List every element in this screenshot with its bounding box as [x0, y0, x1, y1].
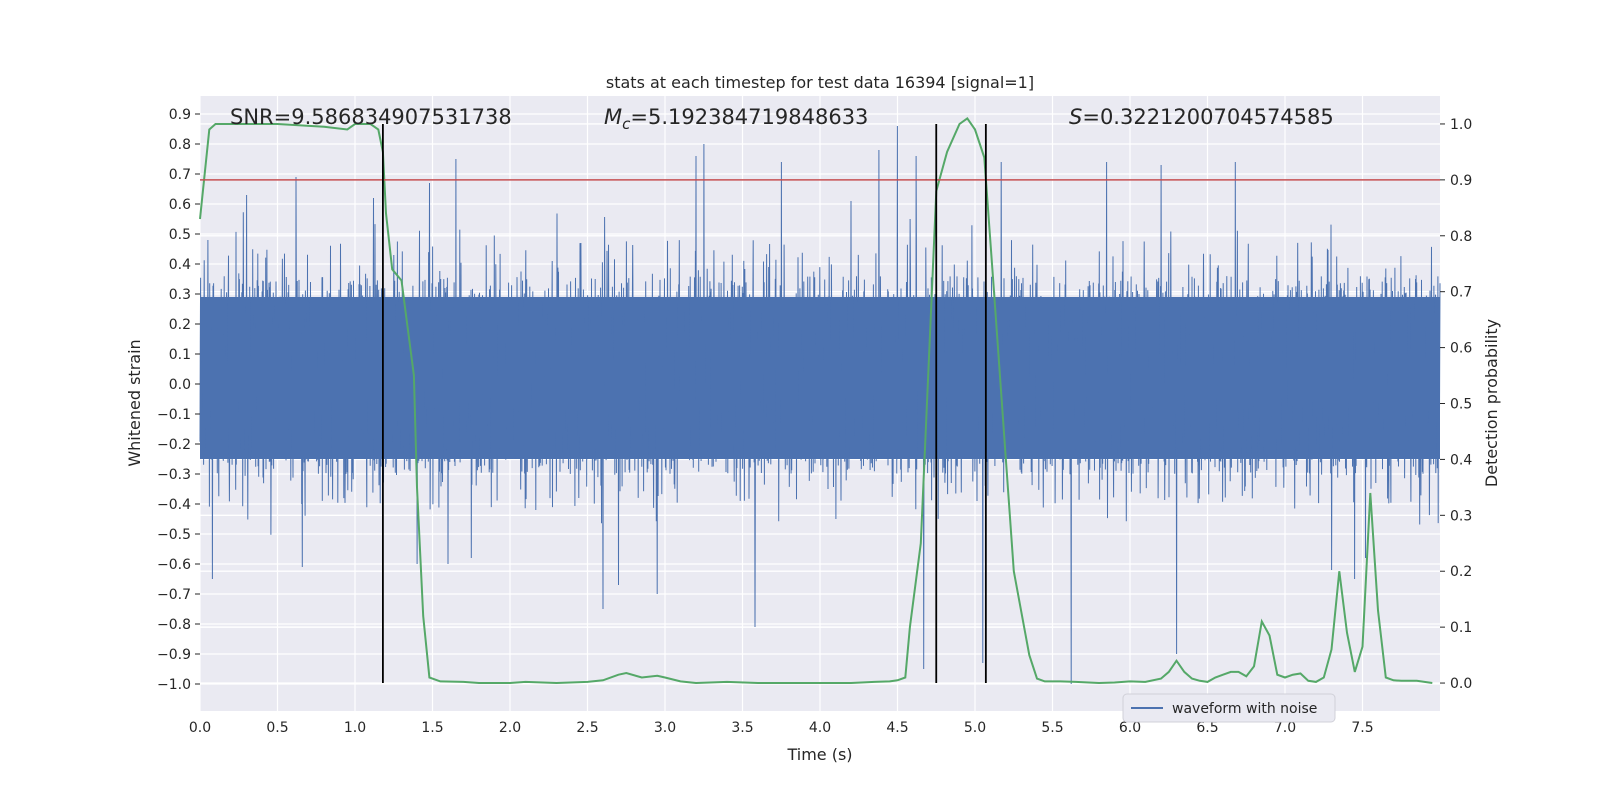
y-left-tick-label: −0.6	[157, 557, 191, 573]
x-tick-label: 6.0	[1119, 720, 1141, 736]
x-tick-label: 0.5	[266, 720, 288, 736]
y-left-tick-label: −0.2	[157, 437, 191, 453]
y-left-tick-label: 0.9	[169, 107, 191, 123]
left-axis-label: Whitened strain	[125, 339, 144, 466]
y-left-tick-label: −1.0	[157, 677, 191, 693]
y-left-tick-label: 0.5	[169, 227, 191, 243]
y-left-tick-label: 0.7	[169, 167, 191, 183]
y-left-tick-label: −0.7	[157, 587, 191, 603]
y-left-tick-label: 0.4	[169, 257, 191, 273]
chirp-mass-symbol: M	[604, 105, 622, 129]
y-right-tick-label: 0.1	[1450, 620, 1472, 636]
x-tick-label: 4.0	[809, 720, 831, 736]
x-tick-label: 5.5	[1041, 720, 1063, 736]
y-left-tick-label: 0.2	[169, 317, 191, 333]
y-right-tick-label: 0.8	[1450, 229, 1472, 245]
x-tick-label: 1.5	[421, 720, 443, 736]
y-right-tick-label: 0.6	[1450, 341, 1472, 357]
right-axis-ticks: 1.0 0.9 0.8 0.7 0.6 0.5 0.4 0.3 0.2 0.1 0.0	[1440, 117, 1472, 692]
x-tick-label: 5.0	[964, 720, 986, 736]
detection-probability-series	[199, 116, 1433, 685]
y-left-tick-label: −0.8	[157, 617, 191, 633]
waveform-line	[199, 125, 1441, 685]
y-left-tick-label: 0.3	[169, 287, 191, 303]
x-tick-label: 6.5	[1196, 720, 1218, 736]
x-tick-label: 1.0	[344, 720, 366, 736]
s-symbol: S	[1069, 105, 1082, 129]
x-tick-label: 3.0	[654, 720, 676, 736]
y-left-tick-label: 0.1	[169, 347, 191, 363]
y-left-tick-label: −0.4	[157, 497, 191, 513]
legend-box	[1122, 693, 1336, 723]
chart-title: stats at each timestep for test data 163…	[606, 73, 1034, 92]
left-axis-ticks: 0.9 0.8 0.7 0.6 0.5 0.4 0.3 0.2 0.1 0.0 −0.1 −0.2 −0…	[157, 107, 200, 693]
y-left-tick-label: −0.9	[157, 647, 191, 663]
vertical-markers	[381, 123, 987, 684]
s-annotation: S=0.3221200704574585	[1069, 105, 1334, 129]
y-left-tick-label: 0.8	[169, 137, 191, 153]
y-right-tick-label: 0.7	[1450, 285, 1472, 301]
y-left-tick-label: −0.5	[157, 527, 191, 543]
y-right-tick-label: 0.0	[1450, 676, 1472, 692]
x-tick-label: 7.0	[1274, 720, 1296, 736]
detection-probability-line	[199, 116, 1433, 685]
y-right-tick-label: 0.9	[1450, 173, 1472, 189]
chirp-mass-annotation: Mc=5.192384719848633	[604, 105, 868, 133]
snr-annotation: SNR=9.586834907531738	[230, 105, 512, 129]
y-left-tick-label: −0.3	[157, 467, 191, 483]
legend-label: waveform with noise	[1172, 701, 1317, 717]
x-tick-label: 2.0	[499, 720, 521, 736]
x-axis-label: Time (s)	[786, 745, 852, 764]
y-right-tick-label: 0.3	[1450, 508, 1472, 524]
s-value: =0.3221200704574585	[1082, 105, 1333, 129]
x-axis-ticks: 0.0 0.5 1.0 1.5 2.0 2.5 3.0 3.5 4.0 4.5 5.0 5.5 6.0 6…	[189, 720, 1374, 736]
legend: waveform with noise	[1122, 693, 1336, 723]
chirp-mass-subscript: c	[622, 115, 631, 133]
y-left-tick-label: 0.6	[169, 197, 191, 213]
x-tick-label: 2.5	[576, 720, 598, 736]
right-axis-label: Detection probability	[1482, 319, 1501, 487]
x-tick-label: 7.5	[1351, 720, 1373, 736]
y-right-tick-label: 0.4	[1450, 452, 1472, 468]
y-left-tick-label: −0.1	[157, 407, 191, 423]
x-tick-label: 3.5	[731, 720, 753, 736]
chirp-mass-value: =5.192384719848633	[630, 105, 868, 129]
x-tick-label: 4.5	[886, 720, 908, 736]
y-right-tick-label: 0.2	[1450, 564, 1472, 580]
x-tick-label: 0.0	[189, 720, 211, 736]
y-right-tick-label: 1.0	[1450, 117, 1472, 133]
y-left-tick-label: 0.0	[169, 377, 191, 393]
y-right-tick-label: 0.5	[1450, 397, 1472, 413]
